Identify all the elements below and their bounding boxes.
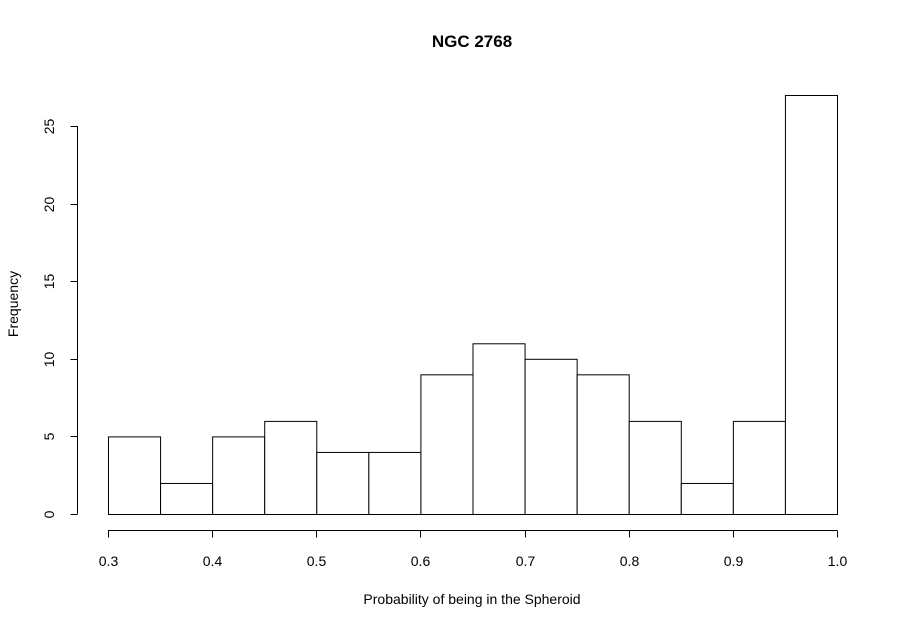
histogram-bar-4 bbox=[316, 451, 370, 516]
x-tick-label-3: 0.6 bbox=[411, 553, 431, 569]
x-tick-label-4: 0.7 bbox=[516, 553, 536, 569]
x-tick-label-0: 0.3 bbox=[99, 553, 119, 569]
histogram-bar-3 bbox=[264, 420, 318, 515]
y-tick-label-1: 5 bbox=[41, 432, 57, 440]
histogram-bar-5 bbox=[368, 451, 422, 516]
histogram-bar-0 bbox=[108, 436, 162, 515]
histogram-bar-13 bbox=[784, 95, 839, 515]
chart-title: NGC 2768 bbox=[432, 32, 512, 51]
histogram-bar-9 bbox=[576, 374, 630, 516]
y-tick-label-0: 0 bbox=[41, 510, 57, 518]
histogram-bar-8 bbox=[524, 358, 578, 515]
x-tick-label-2: 0.5 bbox=[307, 553, 327, 569]
bars-group bbox=[108, 95, 839, 516]
y-axis-label: Frequency bbox=[5, 271, 21, 337]
x-tick-label-1: 0.4 bbox=[203, 553, 223, 569]
histogram-bar-1 bbox=[160, 482, 214, 515]
y-axis: 0 5 10 15 20 25 bbox=[41, 119, 78, 518]
histogram-bar-12 bbox=[732, 420, 786, 515]
y-tick-label-3: 15 bbox=[41, 274, 57, 290]
histogram-bar-7 bbox=[472, 343, 526, 515]
histogram-bar-2 bbox=[212, 436, 266, 515]
y-tick-label-4: 20 bbox=[41, 197, 57, 213]
histogram-bar-10 bbox=[628, 420, 682, 515]
x-tick-label-6: 0.9 bbox=[724, 553, 744, 569]
x-tick-label-7: 1.0 bbox=[828, 553, 848, 569]
x-axis-label: Probability of being in the Spheroid bbox=[363, 591, 580, 607]
histogram-bar-11 bbox=[680, 482, 734, 515]
y-tick-label-2: 10 bbox=[41, 352, 57, 368]
y-tick-label-5: 25 bbox=[41, 119, 57, 135]
x-tick-label-5: 0.8 bbox=[620, 553, 640, 569]
x-axis: 0.3 0.4 0.5 0.6 0.7 0.8 0.9 1.0 bbox=[99, 530, 848, 569]
histogram-bar-6 bbox=[420, 374, 474, 516]
